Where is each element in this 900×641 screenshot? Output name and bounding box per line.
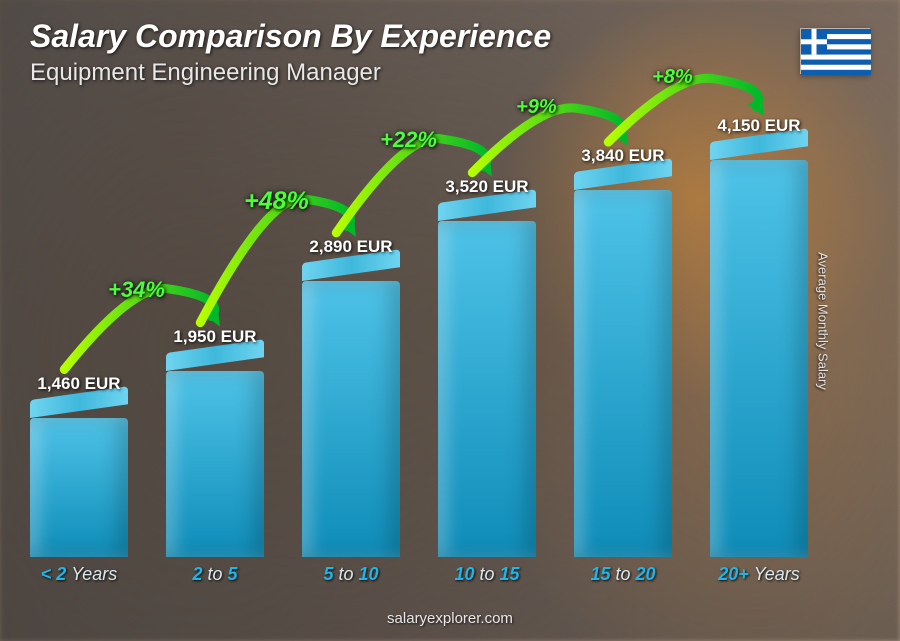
chart-title: Salary Comparison By Experience (30, 18, 870, 55)
increase-arrow (30, 110, 850, 581)
greece-flag-svg (801, 29, 871, 75)
header: Salary Comparison By Experience Equipmen… (30, 18, 870, 87)
footer-attribution: salaryexplorer.com (0, 610, 900, 627)
increase-pct-label: +8% (652, 66, 693, 89)
country-flag-greece (800, 28, 870, 74)
bar-chart: 1,460 EUR< 2 Years1,950 EUR2 to 52,890 E… (30, 110, 850, 581)
